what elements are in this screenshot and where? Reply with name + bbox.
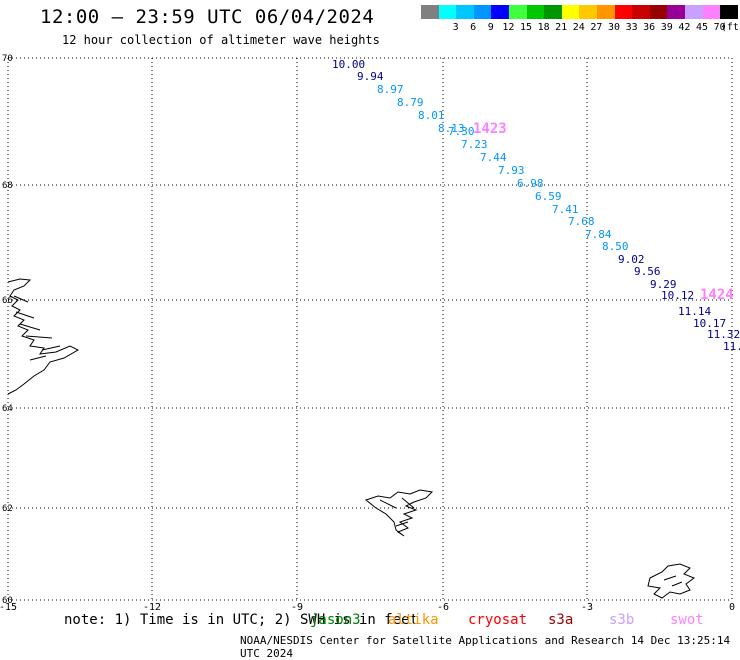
axis-ticks: -15 -12 -9 -6 -3 0 70 68 66 64 62 60 [0, 54, 735, 613]
legend-label: 36 [643, 22, 656, 33]
swh-value: 11. [723, 340, 740, 353]
swh-value: 10.12 [661, 289, 694, 302]
lat-tick-label: 60 [2, 596, 13, 606]
swh-value: 7.93 [498, 164, 525, 177]
swh-value: 8.97 [377, 83, 404, 96]
lat-tick-label: 66 [2, 296, 13, 306]
legend-swatch [579, 5, 597, 19]
legend-swatch [491, 5, 509, 19]
legend-swatch [473, 5, 492, 19]
satellite-s3a: s3a [548, 612, 574, 628]
swh-value: 9.29 [650, 278, 677, 291]
swh-value: 7.41 [552, 203, 579, 216]
legend-swatch [544, 5, 562, 19]
legend-swatch [685, 5, 703, 19]
legend-label: 9 [487, 22, 494, 33]
lon-tick-label: -12 [143, 602, 161, 613]
legend-swatch [438, 5, 457, 19]
legend-unit: (ft) [720, 22, 740, 33]
swh-value: 7.30 [448, 125, 475, 138]
swh-value: 7.84 [585, 228, 612, 241]
swh-value: 7.44 [480, 151, 507, 164]
legend-swatch [632, 5, 650, 19]
track-label-1424: 1424 [700, 287, 734, 303]
swh-value: 9.02 [618, 253, 645, 266]
legend-label: 24 [572, 22, 585, 33]
swh-value: 8.13 [438, 122, 465, 135]
chart-subtitle: 12 hour collection of altimeter wave hei… [62, 33, 380, 47]
swh-value: 6.59 [535, 190, 562, 203]
note-text: note: 1) Time is in UTC; 2) SWH is in fe… [64, 612, 419, 628]
lon-tick-label: -9 [291, 602, 303, 613]
legend-label: 42 [678, 22, 691, 33]
legend-label: 30 [607, 22, 621, 33]
legend-swatch [421, 5, 439, 19]
satellite-s3b: s3b [609, 612, 635, 628]
legend-label: 21 [555, 22, 568, 33]
legend-label: 70 [713, 22, 726, 33]
legend-swatch [667, 5, 685, 19]
grid-lines [7, 57, 733, 601]
shetland-islands [647, 563, 696, 599]
lon-tick-label: -15 [0, 602, 17, 613]
swh-value: 11.32 [707, 328, 740, 341]
legend-label: 45 [695, 22, 709, 33]
legend-swatch [561, 5, 580, 19]
faroe-islands [364, 489, 434, 537]
satellite-swot: swot [670, 612, 704, 628]
lat-tick-label: 62 [2, 504, 13, 514]
track-label-1423: 1423 [473, 121, 507, 137]
swh-value: 11.14 [678, 305, 711, 318]
lat-tick-label: 68 [2, 181, 13, 191]
legend-swatch [649, 5, 668, 19]
satellite-cryosat: cryosat [468, 612, 528, 628]
lon-tick-label: -3 [581, 602, 593, 613]
satellite-altika: altika [388, 612, 439, 628]
satellite-jason3: jason3 [310, 612, 361, 628]
legend-label: 15 [519, 22, 533, 33]
legend-swatch [702, 5, 721, 19]
legend-label: 39 [660, 22, 673, 33]
lat-tick-label: 70 [2, 54, 13, 64]
swh-value: 8.50 [602, 240, 629, 253]
iceland-coastline [7, 278, 80, 395]
lon-tick-label: -6 [437, 602, 449, 613]
legend-swatch [597, 5, 615, 19]
lat-tick-label: 64 [2, 404, 13, 414]
swh-value: 8.01 [418, 109, 445, 122]
chart-title: 12:00 – 23:59 UTC 06/04/2024 [40, 6, 375, 28]
swh-value: 7.23 [461, 138, 488, 151]
legend-label: 12 [502, 22, 515, 33]
legend-swatch [509, 5, 527, 19]
swh-value: 10.17 [693, 317, 726, 330]
legend-swatch [526, 5, 545, 19]
swh-value: 7.68 [568, 215, 595, 228]
legend-swatch [614, 5, 633, 19]
swh-value: 10.00 [332, 58, 365, 71]
swh-values: 10.009.948.978.798.018.137.307.237.447.9… [332, 58, 740, 353]
legend-label: 3 [452, 22, 459, 33]
swh-value: 8.79 [397, 96, 424, 109]
legend-label: 18 [537, 22, 550, 33]
swh-value: 6.98 [517, 177, 544, 190]
legend-label: 6 [470, 22, 477, 33]
legend-label: 27 [590, 22, 603, 33]
swh-value: 9.94 [357, 70, 384, 83]
legend-swatch [456, 5, 474, 19]
swh-value: 9.56 [634, 265, 661, 278]
lon-tick-label: 0 [729, 602, 735, 613]
legend-swatch [720, 5, 738, 19]
iceland-fjords [13, 295, 61, 361]
footer-credit: NOAA/NESDIS Center for Satellite Applica… [240, 634, 731, 660]
legend-label: 33 [625, 22, 638, 33]
